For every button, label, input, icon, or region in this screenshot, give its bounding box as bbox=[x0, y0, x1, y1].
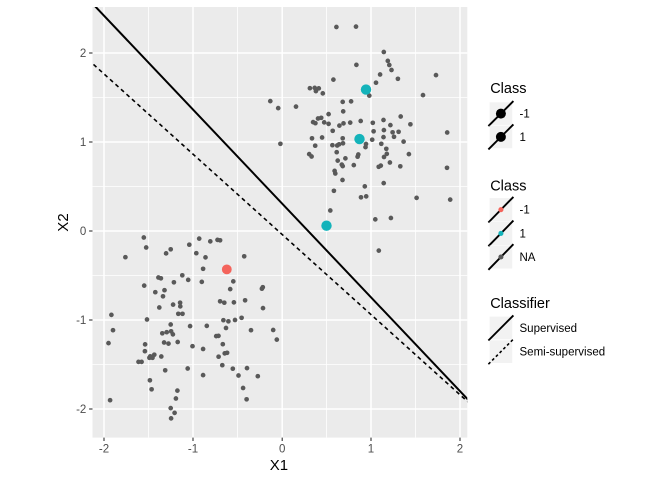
svg-text:Classifier: Classifier bbox=[490, 296, 550, 312]
svg-text:-1: -1 bbox=[520, 205, 530, 217]
svg-text:0: 0 bbox=[80, 226, 86, 238]
svg-text:Supervised: Supervised bbox=[520, 323, 578, 335]
svg-text:X1: X1 bbox=[270, 457, 288, 474]
svg-text:NA: NA bbox=[520, 252, 536, 264]
svg-text:-2: -2 bbox=[76, 404, 86, 416]
svg-text:-2: -2 bbox=[99, 443, 109, 455]
svg-text:Semi-supervised: Semi-supervised bbox=[520, 347, 606, 359]
svg-text:1: 1 bbox=[520, 228, 526, 240]
svg-text:2: 2 bbox=[80, 48, 86, 60]
svg-text:-1: -1 bbox=[520, 109, 530, 121]
svg-text:-1: -1 bbox=[188, 443, 198, 455]
svg-text:X2: X2 bbox=[55, 213, 72, 231]
svg-text:Class: Class bbox=[490, 179, 526, 195]
svg-text:1: 1 bbox=[368, 443, 374, 455]
svg-text:Class: Class bbox=[490, 81, 526, 97]
svg-text:-1: -1 bbox=[76, 315, 86, 327]
svg-text:2: 2 bbox=[457, 443, 463, 455]
svg-text:0: 0 bbox=[279, 443, 285, 455]
svg-text:1: 1 bbox=[80, 137, 86, 149]
svg-text:1: 1 bbox=[520, 132, 526, 144]
